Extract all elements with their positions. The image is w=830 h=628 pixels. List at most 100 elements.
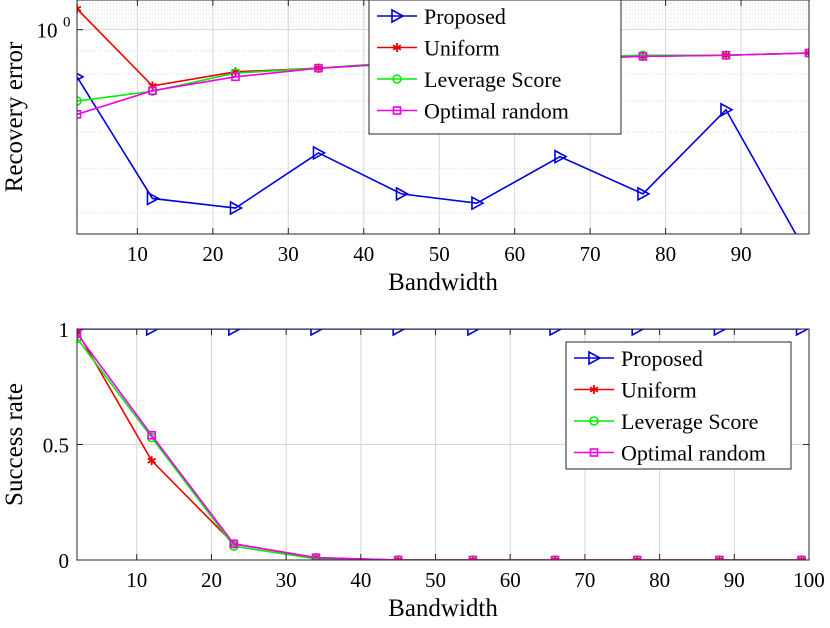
x-tick-label: 20 <box>202 242 223 266</box>
point-optimal-random <box>311 553 321 560</box>
point-uniform-stroke <box>804 51 809 57</box>
point-uniform-stroke <box>799 556 806 560</box>
x-tick-label: 90 <box>724 568 745 592</box>
x-tick-label: 10 <box>127 242 148 266</box>
x-tick-label: 50 <box>429 242 450 266</box>
x-tick-label: 80 <box>649 568 670 592</box>
point-proposed <box>713 329 728 337</box>
x-tick-label: 40 <box>353 242 374 266</box>
x-tick-label: 30 <box>278 242 299 266</box>
point-uniform-stroke <box>396 556 403 560</box>
x-tick-label: 30 <box>276 568 297 592</box>
y-tick-label: 0 <box>59 549 70 573</box>
x-tick-label: 20 <box>201 568 222 592</box>
point-proposed <box>631 329 645 337</box>
point-proposed <box>467 329 481 337</box>
point-uniform <box>147 456 157 466</box>
point-uniform-stroke <box>77 7 82 12</box>
x-tick-label: 80 <box>655 242 676 266</box>
x-tick-label: 70 <box>574 568 595 592</box>
x-tick-label: 100 <box>793 568 825 592</box>
legend: Proposed Uniform Leverage Score Optimal ran… <box>565 341 792 470</box>
point-optimal-random <box>393 555 403 560</box>
point-uniform-stroke <box>147 457 157 464</box>
point-proposed <box>310 329 324 337</box>
point-proposed <box>554 149 568 164</box>
point-uniform-stroke <box>77 330 82 335</box>
y-tick-label: 10 <box>37 19 58 43</box>
legend-marker <box>589 416 599 426</box>
legend-entry-leverage-score: Leverage Score <box>574 409 758 434</box>
point-optimal-random <box>721 50 731 60</box>
y-tick-exponent: 0 <box>63 15 71 31</box>
legend-marker <box>392 43 402 52</box>
y-tick-label: 0.5 <box>43 434 69 458</box>
legend-entry-uniform: Uniform <box>377 36 500 61</box>
legend-entry-uniform: Uniform <box>574 378 697 403</box>
point-leverage-score <box>77 96 82 106</box>
point-uniform <box>77 4 82 14</box>
legend-label: Uniform <box>424 36 500 61</box>
legend-marker <box>588 350 602 366</box>
legend-box <box>565 341 792 470</box>
x-ticks: 10 20 30 40 50 60 70 80 90 <box>127 0 752 266</box>
legend-entry-proposed: Proposed <box>574 346 703 371</box>
point-uniform-stroke <box>715 556 722 560</box>
legend-marker-stroke <box>392 44 402 51</box>
series-line-uniform <box>77 330 802 560</box>
legend-marker <box>392 74 402 84</box>
point-uniform-stroke <box>804 49 809 55</box>
point-uniform-stroke <box>553 556 560 560</box>
legend-marker-stroke <box>589 386 599 393</box>
point-proposed <box>392 329 406 337</box>
point-optimal-random <box>148 86 157 96</box>
legend-entry-proposed: Proposed <box>377 4 506 29</box>
series-optimal-random <box>77 329 806 560</box>
series-line-proposed <box>77 76 797 234</box>
point-optimal-random <box>147 430 156 440</box>
point-uniform-stroke <box>468 556 475 560</box>
point-optimal-random <box>804 48 809 58</box>
point-proposed <box>312 145 327 161</box>
point-proposed <box>229 200 244 216</box>
point-proposed <box>471 195 485 211</box>
legend-marker <box>391 8 405 24</box>
y-axis-label: Success rate <box>1 383 28 506</box>
point-uniform-stroke <box>77 5 82 10</box>
point-proposed <box>795 329 809 337</box>
point-uniform-stroke <box>635 556 642 560</box>
legend-entry-optimal-random: Optimal random <box>574 441 766 466</box>
legend-label: Optimal random <box>621 441 766 466</box>
point-optimal-random <box>229 539 239 549</box>
point-proposed <box>637 186 651 202</box>
x-tick-label: 60 <box>500 568 521 592</box>
point-optimal-random <box>797 555 806 560</box>
success-rate-chart: 10 20 30 40 50 60 70 80 90 10000.51BandwidthSucce… <box>1 318 825 622</box>
point-optimal-random <box>550 555 560 560</box>
legend-entry-leverage-score: Leverage Score <box>377 67 561 92</box>
point-optimal-random <box>77 110 82 119</box>
point-optimal-random <box>632 555 642 560</box>
legend-label: Leverage Score <box>621 409 758 434</box>
legend-label: Proposed <box>621 346 703 371</box>
point-proposed <box>145 329 160 337</box>
x-axis-label: Bandwidth <box>388 595 498 622</box>
legend-marker <box>392 106 402 115</box>
point-proposed <box>146 191 161 206</box>
x-axis-label: Bandwidth <box>388 269 498 296</box>
point-uniform-stroke <box>550 556 557 560</box>
x-tick-label: 90 <box>731 242 752 266</box>
y-axis-label: Recovery error <box>1 41 28 192</box>
legend-label: Leverage Score <box>424 67 561 92</box>
legend: Proposed Uniform Leverage Score Optimal ran… <box>368 0 622 135</box>
point-optimal-random <box>468 555 478 560</box>
legend-marker <box>589 385 599 394</box>
plot-area <box>77 329 809 560</box>
point-uniform-stroke <box>717 556 724 560</box>
x-ticks: 10 20 30 40 50 60 70 80 90 100 <box>126 329 825 592</box>
point-optimal-random <box>77 329 82 338</box>
y-ticks: 00.51 <box>43 318 809 573</box>
point-proposed <box>549 329 563 337</box>
